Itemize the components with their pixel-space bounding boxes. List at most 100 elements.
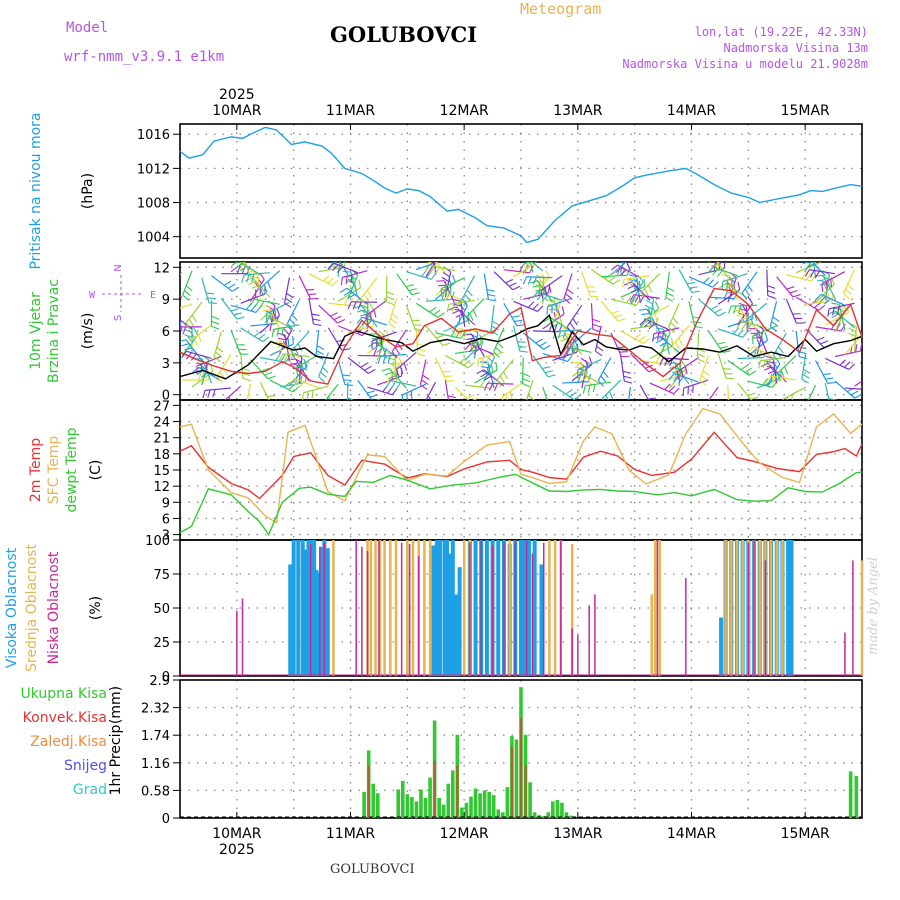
wind-barb-shaft: [525, 379, 534, 400]
wind-barb-flag: [470, 342, 474, 351]
wind-barb-flag: [648, 322, 656, 330]
cloud-bar: [747, 542, 750, 676]
wind-barb-shaft: [782, 386, 807, 400]
wind-barb-flag: [453, 303, 462, 307]
wind-barb-shaft: [747, 380, 773, 388]
wind-barb-shaft: [566, 304, 583, 328]
bottom-day-label: 11MAR: [326, 826, 375, 842]
wind-barb-flag: [497, 342, 504, 349]
wind-barb-flag: [694, 326, 703, 329]
wind-barb-flag: [516, 324, 525, 327]
wind-barb-shaft: [580, 362, 593, 387]
wind-barb-flag: [772, 316, 780, 322]
cloud-bar: [389, 540, 392, 676]
wind-barb-flag: [618, 253, 625, 258]
wind-barb-shaft: [435, 332, 462, 339]
precip-bar: [456, 765, 459, 818]
cloud-bar: [724, 540, 727, 676]
wind-barb-flag: [762, 378, 768, 386]
wind-barb-flag: [260, 368, 269, 372]
precip-bar: [510, 746, 514, 818]
precip-bar: [551, 801, 555, 818]
wind-barb-shaft: [388, 298, 398, 324]
cloud-bar: [496, 540, 501, 676]
wind-barb-flag: [621, 279, 625, 288]
wind-barb-flag: [831, 313, 839, 319]
wind-barb-flag: [563, 297, 571, 304]
wind-barb-shaft: [298, 275, 312, 300]
wind-barb-flag: [278, 353, 284, 362]
wind-barb-flag: [860, 385, 862, 390]
wind-barb-shaft: [279, 381, 306, 388]
wind-barb-shaft: [610, 298, 637, 306]
chart-kind-title: Meteogram: [520, 0, 602, 18]
wind-barb-flag: [809, 251, 814, 257]
wind-barb-flag: [260, 304, 269, 307]
wind-barb-flag: [592, 328, 601, 333]
wind-barb-flag: [468, 342, 477, 345]
precip-bar: [367, 765, 370, 818]
wind-barb-shaft: [240, 293, 266, 304]
wind-barb-flag: [340, 277, 343, 286]
wind-barb-flag: [364, 365, 372, 371]
wind-barb-flag: [532, 291, 538, 299]
wind-barb-flag: [251, 284, 260, 289]
cloud-bar: [428, 540, 432, 676]
y-tick-label: 9: [162, 293, 170, 308]
cloud-bar: [480, 540, 482, 676]
wind-barb-shaft: [854, 380, 862, 387]
wind-barb-flag: [837, 306, 840, 315]
wind-barb-flag: [767, 290, 776, 294]
station-title: GOLUBOVCI: [330, 22, 478, 47]
wind-barb-shaft: [617, 264, 641, 279]
wind-barb-shaft: [564, 334, 583, 355]
wind-barb-flag: [244, 277, 253, 282]
wind-barb-flag: [316, 345, 325, 350]
wind-barb-flag: [875, 364, 877, 372]
wind-barb-flag: [741, 322, 747, 330]
wind-barb-flag: [442, 342, 451, 347]
precip-ylabel: 1hr Precip: [108, 725, 124, 796]
wind-barb-flag: [427, 395, 433, 400]
wind-barb-flag: [732, 305, 737, 314]
wind-barb-flag: [574, 341, 579, 350]
wind-barb-flag: [664, 358, 669, 366]
wind-barb-shaft: [590, 303, 594, 330]
wind-barb-flag: [620, 243, 627, 248]
precip-bar: [410, 797, 414, 818]
cloud-ylabel-high: Visoka Oblacnost: [4, 547, 20, 668]
wind-barb-shaft: [503, 302, 518, 327]
wind-barb-flag: [332, 264, 339, 272]
wind-barb-flag: [322, 275, 330, 282]
cloud-bar: [332, 540, 335, 676]
cloud-bar: [522, 540, 527, 676]
model-label: Model: [66, 20, 109, 36]
wind-barb-flag: [615, 267, 623, 274]
wind-barb-flag: [377, 356, 381, 365]
wind-barb-flag: [767, 285, 776, 289]
wind-barb-flag: [180, 339, 187, 343]
precip-bar: [428, 777, 432, 818]
wind-barb-flag: [311, 313, 320, 317]
precip-bar: [854, 776, 859, 818]
wind-barb-flag: [192, 366, 200, 373]
wind-barb-flag: [647, 284, 653, 293]
wind-barb-flag: [565, 293, 573, 300]
wind-barb-flag: [824, 298, 831, 305]
wind-barb-flag: [814, 270, 820, 279]
wind-barb-flag: [772, 355, 779, 362]
cloud-bar: [325, 548, 330, 676]
wind-barb-flag: [762, 359, 767, 368]
wind-barb-shaft: [324, 383, 339, 400]
wind-barb-flag: [386, 301, 395, 306]
wind-barb-shaft: [318, 266, 345, 273]
wind-barb-flag: [744, 288, 750, 296]
cloud-bar: [758, 540, 761, 676]
wind-barb-flag: [337, 319, 346, 324]
wind-barb-shaft: [646, 308, 661, 333]
panel-frame-pressure: [179, 123, 863, 259]
wind-barb-flag: [191, 314, 197, 323]
wind-barb-shaft: [337, 262, 341, 277]
wind-barb-flag: [240, 245, 246, 250]
wind-barb-shaft: [772, 332, 787, 356]
